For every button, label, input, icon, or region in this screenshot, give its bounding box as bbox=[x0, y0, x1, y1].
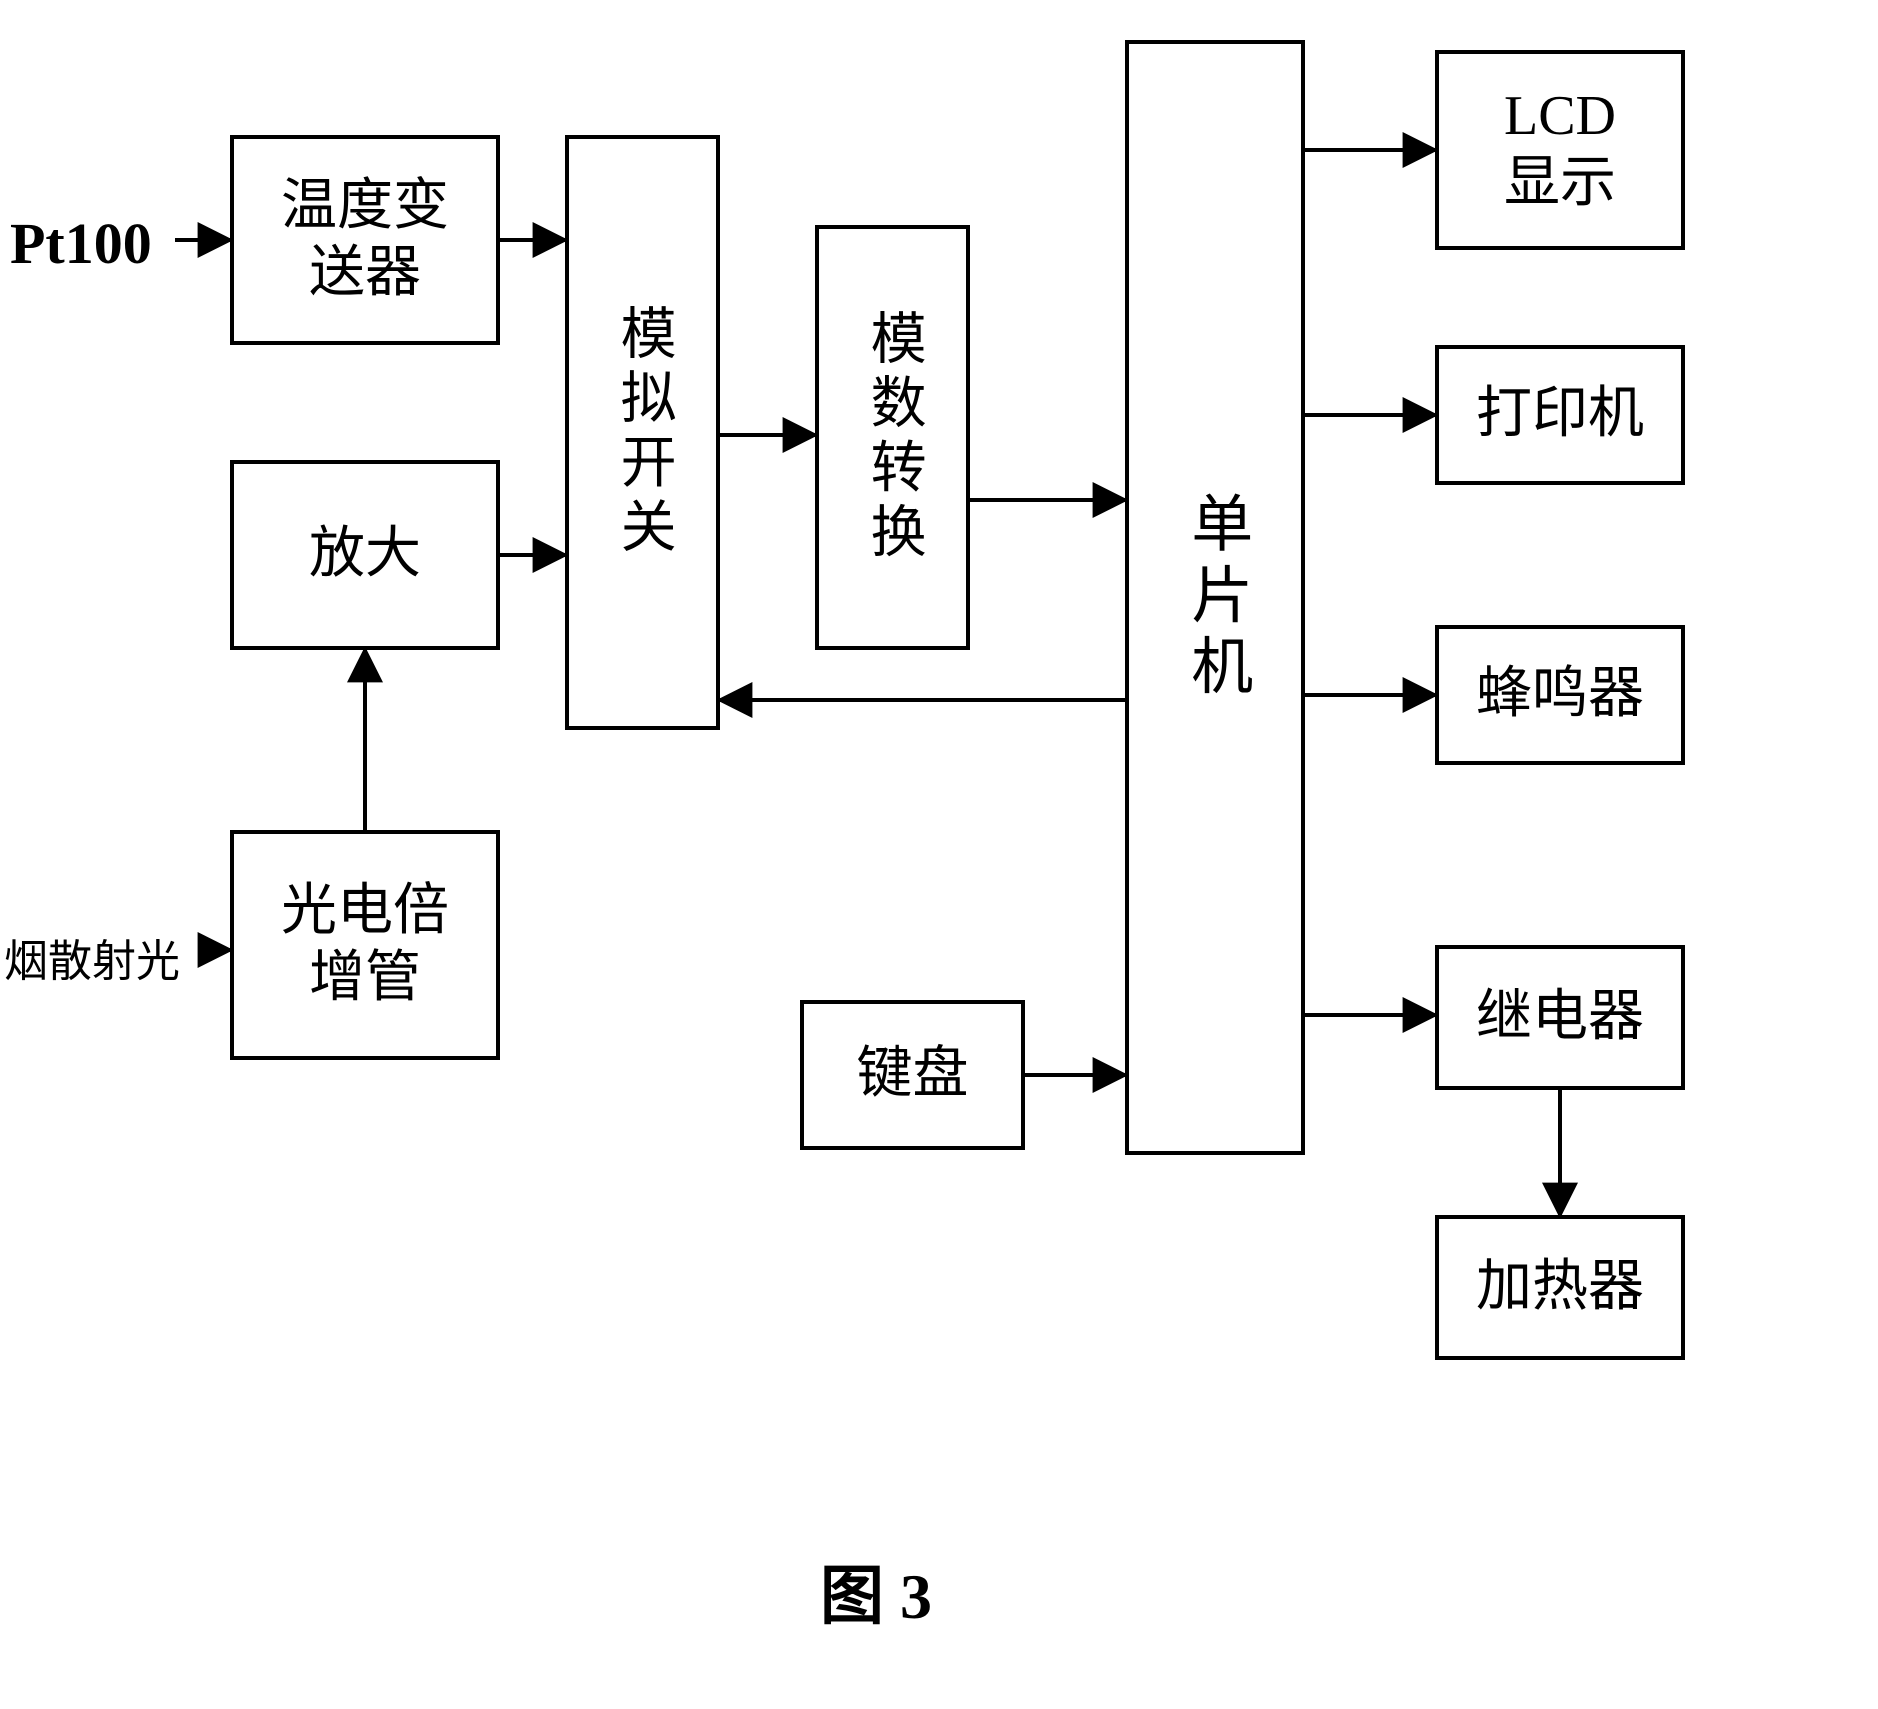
label-pt100: Pt100 bbox=[10, 210, 152, 277]
box-lcd: LCD显示 bbox=[1435, 50, 1685, 250]
box-photomultiplier: 光电倍增管 bbox=[230, 830, 500, 1060]
figure-caption: 图 3 bbox=[820, 1545, 932, 1637]
box-printer: 打印机 bbox=[1435, 345, 1685, 485]
box-analog-switch: 模拟开关 bbox=[565, 135, 720, 730]
box-buzzer: 蜂鸣器 bbox=[1435, 625, 1685, 765]
box-heater: 加热器 bbox=[1435, 1215, 1685, 1360]
box-temp-transmitter: 温度变送器 bbox=[230, 135, 500, 345]
box-mcu: 单片机 bbox=[1125, 40, 1305, 1155]
label-scattered-light: 烟散射光 bbox=[4, 925, 180, 989]
box-adc: 模数转换 bbox=[815, 225, 970, 650]
box-amplifier: 放大 bbox=[230, 460, 500, 650]
box-keyboard: 键盘 bbox=[800, 1000, 1025, 1150]
box-relay: 继电器 bbox=[1435, 945, 1685, 1090]
